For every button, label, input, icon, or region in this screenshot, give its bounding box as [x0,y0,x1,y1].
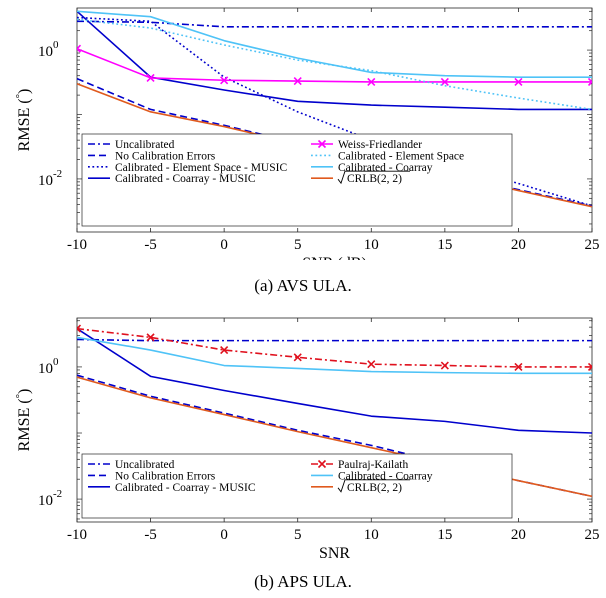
x-tick-label: 5 [294,237,302,253]
x-tick-label: 25 [585,527,600,543]
legend: Uncalibrated Weiss-Friedlander No Calibrat… [81,133,513,227]
series-marker-wf [367,77,376,87]
y-tick-exponent: 0 [53,356,59,368]
x-axis-label: SNR (dB) [302,255,366,260]
series-marker-wf [77,44,82,53]
y-tick-exponent: -2 [53,488,62,500]
series-line-uncal [77,20,592,28]
legend: Uncalibrated Paulraj-Kailath No Calibratio… [81,453,513,519]
y-tick-exponent: 0 [53,39,59,51]
series-marker-wf [587,77,592,87]
series-line-cc [77,336,592,375]
legend-label-nocal: No Calibration Errors [115,470,216,482]
x-tick-label: 10 [364,237,379,253]
series-line-ccm [77,10,592,111]
series-marker-wf [293,77,302,86]
caption-b: (b) APS ULA. [254,572,352,591]
x-tick-label: 25 [585,237,600,253]
y-axis-label: RMSE (°) [14,389,33,452]
legend-label-crlb: CRLB(2, 2) [347,482,402,494]
legend-box [81,133,513,227]
series-marker-wf [440,77,449,87]
legend-label-crlb: CRLB(2, 2) [347,173,402,185]
legend-label-wf: Weiss-Friedlander [338,139,422,151]
series-marker-pk [587,362,592,371]
legend-box [81,453,513,519]
x-tick-label: 10 [364,527,379,543]
series-line-uncal [77,338,592,342]
x-tick-label: 0 [220,237,228,253]
legend-label-ccm: Calibrated - Coarray - MUSIC [115,173,256,185]
plot-frame [76,317,593,523]
series-line-ccm [77,327,592,434]
legend-marker-wf [317,139,327,149]
series-line-ces [77,18,592,111]
series-line-cc [77,10,592,78]
legend-label-ccm: Calibrated - Coarray - MUSIC [115,482,256,494]
legend-label-ces: Calibrated - Element Space [338,150,464,162]
sqrt-symbol [337,479,410,493]
legend-label-cc: Calibrated - Coarray [338,162,433,174]
series-marker-pk [77,324,82,333]
y-tick-label: 10 [38,173,53,189]
y-tick-label: 10 [38,361,53,377]
x-tick-label: -10 [67,237,87,253]
x-tick-label: 20 [511,237,526,253]
series-marker-pk [440,361,449,370]
series-marker-pk [367,360,376,369]
series-marker-pk [293,353,302,362]
series-marker-pk [146,333,155,342]
series-marker-pk [514,362,523,371]
legend-label-uncal: Uncalibrated [115,459,175,471]
x-tick-label: 0 [220,527,228,543]
x-tick-label: 20 [511,527,526,543]
x-tick-label: 15 [437,237,452,253]
y-tick-label: 10 [38,493,53,509]
series-marker-wf [514,77,523,87]
series-marker-wf [220,76,229,85]
x-tick-label: -5 [144,527,157,543]
x-axis-label: SNR [319,545,350,560]
legend-label-uncal: Uncalibrated [115,139,175,151]
legend-label-nocal: No Calibration Errors [115,150,216,162]
y-tick-exponent: -2 [53,168,62,180]
legend-label-cesm: Calibrated - Element Space - MUSIC [115,162,287,174]
legend-marker-pk [317,459,327,469]
caption-a: (a) AVS ULA. [254,276,352,295]
series-marker-pk [220,345,229,355]
x-tick-label: -5 [144,237,157,253]
series-line-pk [77,327,592,368]
x-tick-label: -10 [67,527,87,543]
y-axis-label: RMSE (°) [14,89,33,152]
legend-label-pk: Paulraj-Kailath [338,459,409,471]
plot-frame [76,7,593,233]
x-tick-label: 15 [437,527,452,543]
legend-label-cc: Calibrated - Coarray [338,470,433,482]
y-tick-label: 10 [38,44,53,60]
sqrt-symbol [337,170,410,185]
series-marker-wf [146,73,155,82]
series-line-wf [77,47,592,83]
x-tick-label: 5 [294,527,302,543]
